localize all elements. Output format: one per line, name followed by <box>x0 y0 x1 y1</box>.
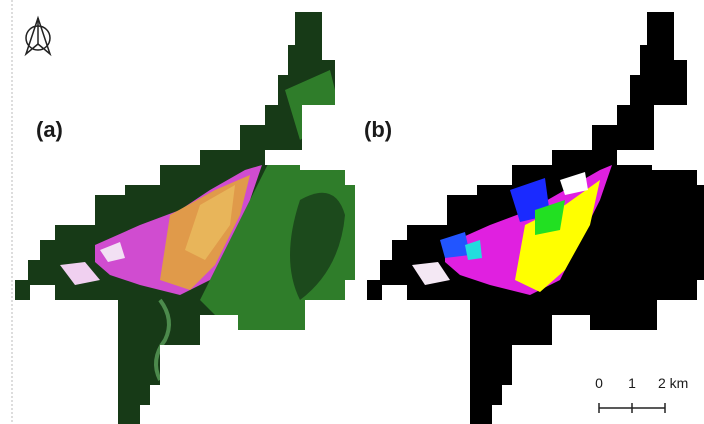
scale-label: 1 <box>628 375 636 391</box>
scale-label: 0 <box>595 375 603 391</box>
panel-label: (b) <box>364 117 392 142</box>
scale-bar: 0 1 2 km <box>595 375 688 413</box>
scale-label: 2 km <box>658 375 688 391</box>
panel-b: (b) <box>364 12 704 424</box>
panel-label: (a) <box>36 117 63 142</box>
north-arrow <box>26 18 50 54</box>
panel-a: (a) <box>15 12 360 424</box>
map-figure: (a) (b) 0 1 2 km <box>0 0 704 424</box>
page: {"panels": [{"label": "(a)"}, {"label": … <box>0 0 704 424</box>
